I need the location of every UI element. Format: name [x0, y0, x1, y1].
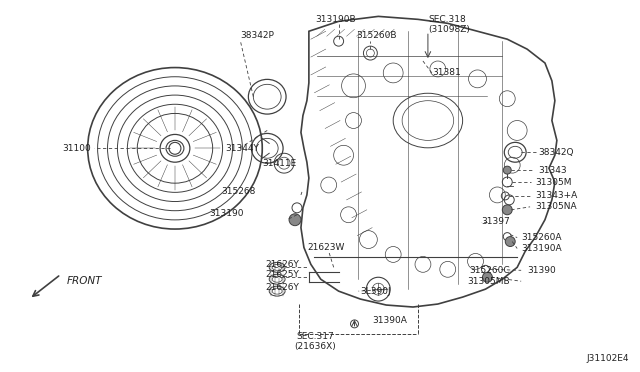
Text: 31390: 31390	[527, 266, 556, 275]
Circle shape	[483, 272, 492, 282]
Text: 31344Y: 31344Y	[225, 144, 259, 153]
Text: 313190A: 313190A	[521, 244, 562, 253]
Text: 315260C: 315260C	[470, 266, 510, 275]
Text: (31098Z): (31098Z)	[428, 25, 470, 34]
Text: 31390A: 31390A	[372, 317, 407, 326]
Text: 31343+A: 31343+A	[535, 192, 577, 201]
Text: 315260A: 315260A	[521, 233, 562, 242]
Text: 38342Q: 38342Q	[538, 148, 573, 157]
Circle shape	[289, 214, 301, 226]
Text: 31305M: 31305M	[535, 177, 572, 186]
Text: 31100: 31100	[62, 144, 91, 153]
Text: 31305MB: 31305MB	[468, 277, 510, 286]
Text: 21623W: 21623W	[307, 243, 344, 252]
Circle shape	[502, 205, 512, 215]
Text: (21636X): (21636X)	[294, 342, 336, 351]
Circle shape	[503, 166, 511, 174]
Text: 38342P: 38342P	[241, 31, 275, 40]
Text: 3L390J: 3L390J	[360, 287, 391, 296]
Circle shape	[505, 237, 515, 247]
Text: J31102E4: J31102E4	[587, 354, 629, 363]
Text: 21625Y: 21625Y	[265, 270, 299, 279]
Text: 31381: 31381	[432, 68, 461, 77]
Text: SEC.318: SEC.318	[428, 15, 466, 24]
Text: 31411E: 31411E	[262, 159, 296, 168]
Text: 315268: 315268	[221, 187, 256, 196]
Text: 21626Y: 21626Y	[265, 260, 299, 269]
Text: 31305NA: 31305NA	[535, 202, 577, 211]
Text: 31397: 31397	[481, 217, 510, 226]
Text: 21626Y: 21626Y	[265, 283, 299, 292]
Text: 313190: 313190	[210, 209, 244, 218]
Text: 315260B: 315260B	[356, 31, 397, 40]
Text: SEC.317: SEC.317	[296, 332, 333, 341]
Text: 31343: 31343	[538, 166, 566, 174]
Text: 313190B: 313190B	[315, 15, 355, 24]
Text: FRONT: FRONT	[67, 276, 102, 286]
